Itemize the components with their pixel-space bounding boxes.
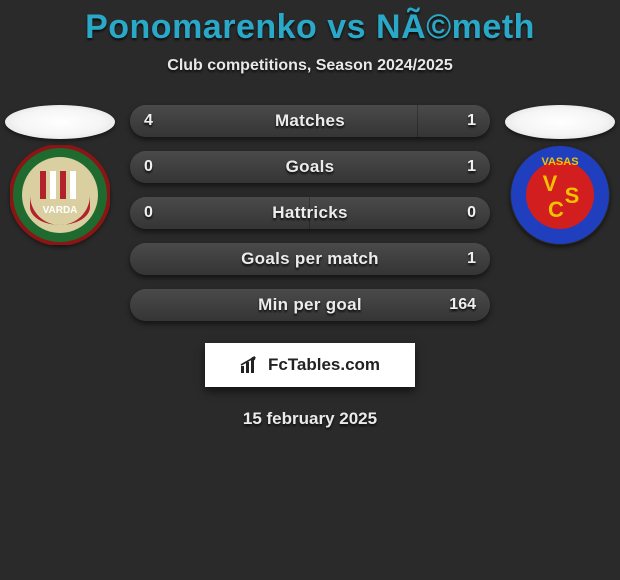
svg-text:V: V	[543, 171, 558, 196]
attribution-text: FcTables.com	[268, 355, 380, 375]
comparison-infographic: Ponomarenko vs NÃ©meth Club competitions…	[0, 0, 620, 429]
vasas-club-logo: VASAS V S C	[510, 145, 610, 245]
left-player-badge: VARDA	[0, 105, 120, 285]
player-platform-ellipse	[505, 105, 615, 139]
stat-row: 164Min per goal	[130, 289, 490, 321]
stat-row: 41Matches	[130, 105, 490, 137]
player-platform-ellipse	[5, 105, 115, 139]
stat-rows: 41Matches 01Goals 00Hattricks 1Goals per ma…	[130, 105, 490, 321]
date-text: 15 february 2025	[0, 409, 620, 429]
right-player-badge: VASAS V S C	[500, 105, 620, 285]
stat-row: 1Goals per match	[130, 243, 490, 275]
svg-text:S: S	[565, 183, 580, 208]
main-panel: VARDA VASAS V S C 41Matches 01Goals 00Hatt…	[0, 105, 620, 429]
page-title: Ponomarenko vs NÃ©meth	[0, 8, 620, 47]
stat-label: Hattricks	[130, 197, 490, 229]
stat-label: Matches	[130, 105, 490, 137]
stat-label: Goals	[130, 151, 490, 183]
stat-label: Goals per match	[130, 243, 490, 275]
stat-label: Min per goal	[130, 289, 490, 321]
svg-text:C: C	[548, 197, 564, 222]
varda-club-logo: VARDA	[10, 145, 110, 245]
subtitle: Club competitions, Season 2024/2025	[0, 57, 620, 75]
svg-text:VASAS: VASAS	[541, 156, 578, 168]
stat-row: 00Hattricks	[130, 197, 490, 229]
svg-text:VARDA: VARDA	[43, 205, 78, 216]
stat-row: 01Goals	[130, 151, 490, 183]
attribution-badge: FcTables.com	[205, 343, 415, 387]
bars-icon	[240, 356, 262, 374]
